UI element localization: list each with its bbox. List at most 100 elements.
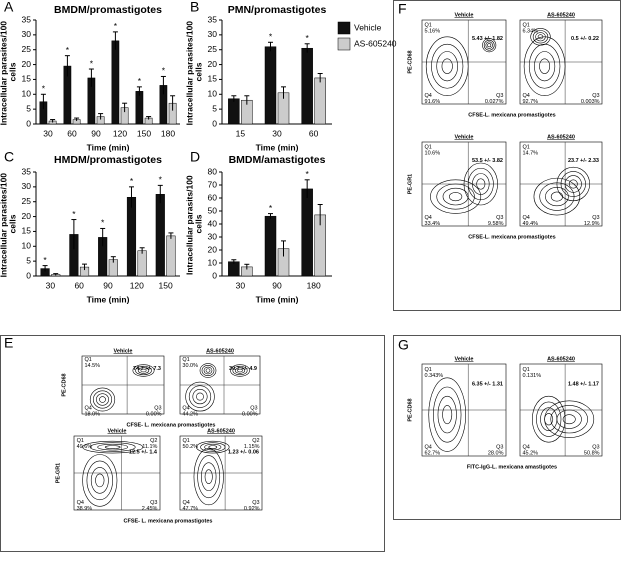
contour [467, 167, 494, 201]
quadrant-name: Q4 [425, 93, 432, 99]
bar [135, 91, 144, 125]
quadrant-name: Q1 [84, 357, 91, 363]
quadrant-name: Q4 [77, 500, 84, 506]
y-tick-label: 50 [208, 205, 218, 215]
y-tick-label: 10 [208, 257, 218, 267]
chart-title: PMN/promastigotes [228, 4, 327, 16]
contour [197, 455, 221, 499]
x-tick-label: 180 [307, 280, 321, 290]
flow-y-label: PE-CD68 [61, 373, 67, 396]
panel-label: C [4, 149, 14, 165]
flow-y-label: PE-GR1 [55, 463, 61, 483]
quadrant-value: 0.00% [242, 412, 258, 418]
significance-mark: * [130, 176, 134, 186]
legend-swatch [337, 37, 351, 51]
quadrant-name: Q3 [592, 93, 599, 99]
contour [442, 187, 469, 206]
flow-annotation: 12.5 +/- 1.4 [129, 450, 158, 456]
label-line: cells [194, 62, 204, 81]
panel-label: B [190, 0, 199, 15]
x-tick-label: 150 [137, 128, 151, 138]
y-tick-label: 10 [22, 89, 32, 99]
y-tick-label: 35 [22, 14, 32, 24]
contour [140, 368, 147, 373]
contour [556, 166, 590, 202]
bar [264, 46, 277, 125]
contour [97, 443, 129, 451]
contour [533, 177, 581, 216]
y-tick-label: 40 [208, 218, 218, 228]
contour [536, 401, 562, 437]
x-tick-label: 60 [74, 280, 84, 290]
flow-annotation: 30.7 +/- 4.9 [229, 366, 257, 372]
panel-label: F [398, 1, 407, 17]
contour [201, 364, 215, 377]
bar [228, 261, 240, 277]
contour [203, 366, 213, 375]
y-tick-label: 15 [22, 226, 32, 236]
y-tick-label: 0 [212, 270, 217, 280]
x-axis-label: Time (min) [256, 294, 299, 304]
contour [535, 32, 546, 42]
quadrant-value: 50.8% [584, 450, 600, 456]
contour [537, 34, 544, 40]
y-tick-label: 20 [22, 211, 32, 221]
flow-condition: Vehicle [455, 134, 474, 140]
significance-mark: * [269, 32, 273, 42]
bar [301, 188, 313, 277]
contour [487, 43, 492, 48]
contour [431, 43, 464, 89]
contour [99, 396, 106, 403]
flow-condition: Vehicle [455, 356, 474, 362]
y-tick-label: 20 [22, 59, 32, 69]
quadrant-name: Q3 [252, 500, 259, 506]
significance-mark: * [72, 209, 76, 219]
y-tick-label: 5 [212, 103, 217, 113]
contour [534, 51, 556, 82]
x-tick-label: 90 [91, 128, 101, 138]
x-tick-label: 180 [161, 128, 175, 138]
label-line: cells [194, 214, 204, 233]
quadrant-value: 38.9% [77, 506, 93, 512]
contour [193, 448, 224, 506]
flow-condition: Vehicle [455, 12, 474, 18]
quadrant-value: 18.0% [84, 412, 100, 418]
panel-label: E [4, 335, 13, 351]
contour [196, 440, 230, 454]
flow-annotation: 53.5 +/- 3.82 [472, 158, 503, 164]
quadrant-value: 50.2% [182, 444, 198, 450]
quadrant-name: Q1 [182, 357, 189, 363]
quadrant-name: Q3 [496, 93, 503, 99]
contour [82, 454, 118, 507]
quadrant-value: 1.15% [244, 444, 260, 450]
contour [472, 173, 490, 195]
quadrant-value: 11.1% [142, 444, 157, 450]
panel-f-border [393, 0, 621, 311]
x-tick-label: 120 [130, 280, 144, 290]
contour [483, 39, 495, 51]
quadrant-name: Q4 [182, 500, 189, 506]
significance-mark: * [101, 218, 105, 228]
quadrant-value: 49.4% [522, 221, 538, 227]
flow-condition: Vehicle [114, 348, 133, 354]
x-tick-label: 60 [67, 128, 77, 138]
flow-annotation: 1.48 +/- 1.17 [568, 382, 599, 388]
contour [564, 175, 582, 193]
quadrant-name: Q1 [77, 438, 84, 444]
contour [92, 390, 113, 409]
contour [436, 51, 459, 82]
quadrant-name: Q4 [522, 215, 529, 221]
flow-annotation: 0.5 +/- 0.22 [571, 36, 599, 42]
contour [90, 467, 109, 494]
quadrant-name: Q4 [425, 444, 432, 450]
contour [441, 58, 453, 74]
quadrant-value: 44.2% [182, 412, 198, 418]
quadrant-name: Q1 [522, 22, 529, 28]
x-tick-label: 15 [236, 128, 246, 138]
quadrant-name: Q1 [425, 144, 432, 150]
quadrant-value: 10.6% [425, 150, 441, 156]
panel-e-border [0, 335, 385, 552]
contour [562, 414, 576, 425]
quadrant-name: Q4 [522, 93, 529, 99]
